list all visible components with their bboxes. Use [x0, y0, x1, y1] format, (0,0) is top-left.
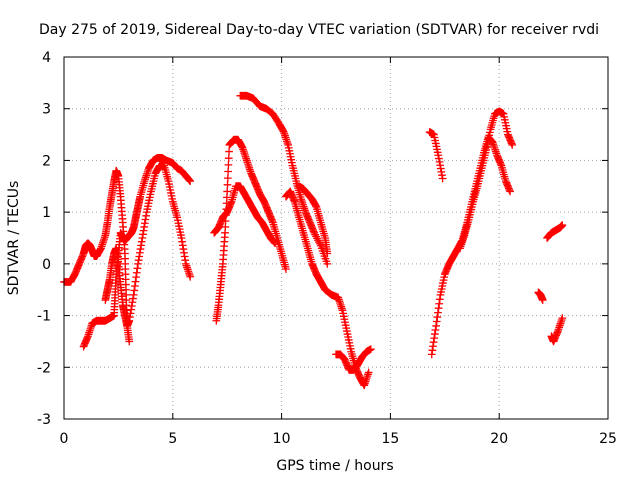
- x-tick-label: 25: [599, 431, 617, 447]
- series-arc-12: [456, 107, 517, 253]
- y-tick-label: 1: [42, 205, 51, 221]
- data-point: [508, 141, 517, 149]
- series-arc-13: [534, 288, 547, 304]
- x-tick-label: 10: [273, 431, 291, 447]
- y-axis-label: SDTVAR / TECUs: [6, 181, 22, 296]
- series-arc-8: [295, 182, 332, 258]
- series-arc-1: [60, 166, 134, 346]
- data-point: [224, 167, 232, 176]
- y-tick-label: 0: [42, 257, 51, 273]
- series-arc-6: [236, 91, 332, 268]
- data-point: [186, 177, 195, 185]
- data-point: [282, 265, 290, 273]
- y-tick-label: -3: [37, 412, 51, 428]
- data-point: [223, 180, 232, 189]
- data-point: [223, 187, 232, 196]
- series-arc-3: [101, 161, 195, 330]
- data-marks: [60, 91, 567, 390]
- y-tick-label: -2: [37, 360, 51, 376]
- plot-frame: [63, 56, 609, 420]
- series-arc-15: [547, 314, 567, 346]
- x-tick-label: 20: [490, 431, 508, 447]
- series-arc-7: [282, 187, 373, 390]
- data-point: [186, 272, 195, 281]
- y-tick-label: 3: [42, 102, 51, 118]
- x-tick-label: 0: [60, 431, 69, 447]
- data-point: [558, 221, 567, 229]
- data-point: [224, 161, 233, 169]
- data-point: [225, 147, 233, 156]
- series-arc-5: [212, 135, 290, 325]
- data-point: [323, 260, 332, 268]
- y-tick-label: 4: [42, 50, 51, 66]
- y-tick-label: 2: [42, 153, 51, 169]
- x-axis-label: GPS time / hours: [276, 458, 393, 474]
- series-arc-9: [332, 345, 375, 374]
- series-arc-4: [210, 182, 279, 248]
- data-point: [438, 174, 447, 183]
- data-point: [558, 314, 567, 323]
- x-tick-label: 5: [168, 431, 177, 447]
- data-point: [506, 187, 514, 196]
- x-tick-label: 15: [381, 431, 399, 447]
- data-point: [125, 337, 134, 346]
- data-point: [366, 345, 375, 354]
- series-arc-10: [425, 128, 447, 183]
- grid-lines: [64, 57, 608, 419]
- series-arc-11: [427, 133, 514, 359]
- data-point: [224, 154, 233, 163]
- data-point: [538, 296, 547, 304]
- series-arc-14: [543, 221, 567, 242]
- data-point: [323, 249, 332, 258]
- data-point: [271, 239, 279, 248]
- axis-ticks: 0 5 10 15 20 25 -3 -2 -1 0 1 2 3 4: [37, 50, 617, 447]
- data-point: [223, 174, 232, 183]
- y-tick-label: -1: [37, 309, 51, 325]
- chart-title: Day 275 of 2019, Sidereal Day-to-day VTE…: [39, 22, 599, 38]
- data-point: [364, 368, 373, 377]
